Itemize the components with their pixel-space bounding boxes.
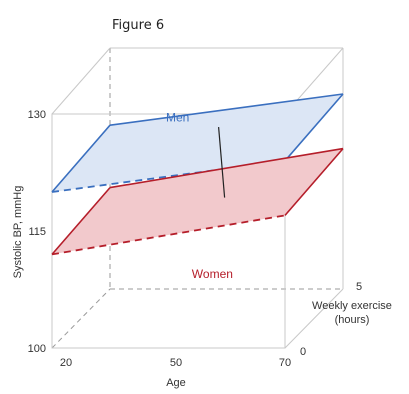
men-plane-back-edge — [109, 93, 344, 126]
box-edge-bottom-right — [284, 288, 344, 349]
women-plane-fill — [52, 148, 343, 255]
box-edge-top-left — [51, 47, 111, 115]
women-plane-back-edge — [109, 147, 344, 189]
series-label-men: Men — [166, 111, 189, 125]
men-plane-left-edge — [51, 124, 111, 193]
difference-connector — [218, 127, 226, 198]
box-front-face — [51, 113, 286, 349]
x-tick-label: 20 — [60, 357, 72, 369]
women-plane-left-edge — [51, 187, 111, 255]
axis-labels: 100 115 130 Systolic BP, mmHg 20 50 70 A… — [12, 109, 392, 389]
z-tick-label: 0 — [300, 346, 306, 358]
z-axis-label-line2: (hours) — [335, 314, 370, 326]
box-edge-floor-hidden — [51, 288, 111, 349]
x-tick-label: 50 — [170, 357, 182, 369]
planes-layer: Men Women — [51, 93, 344, 281]
figure-label: Figure 6 — [112, 18, 164, 33]
x-axis-label: Age — [166, 377, 186, 389]
men-plane-right-edge — [284, 93, 344, 162]
y-axis-label: Systolic BP, mmHg — [12, 186, 24, 279]
y-tick-label: 130 — [28, 109, 46, 121]
women-plane-right-edge — [284, 148, 344, 216]
women-plane-front-edge — [51, 214, 286, 256]
men-plane-fill — [52, 94, 343, 192]
z-axis-label-line1: Weekly exercise — [312, 300, 392, 312]
z-tick-label: 5 — [356, 281, 362, 293]
x-tick-label: 70 — [279, 357, 291, 369]
y-tick-label: 100 — [28, 343, 46, 355]
y-tick-label: 115 — [28, 226, 46, 238]
series-label-women: Women — [192, 267, 233, 281]
